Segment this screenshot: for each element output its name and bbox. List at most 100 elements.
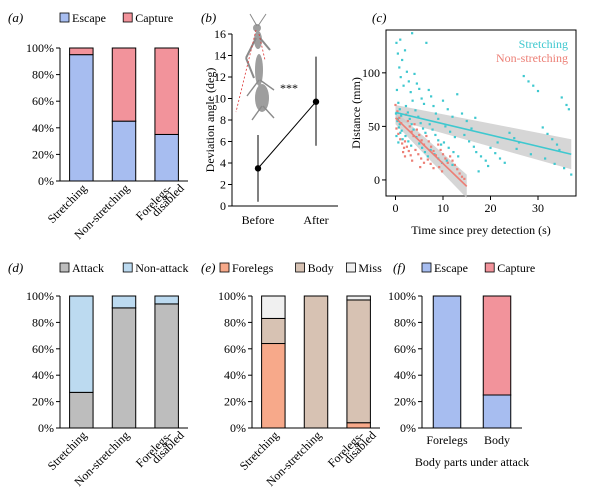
data-point-non-stretching (410, 130, 413, 133)
significance-annotation: *** (280, 81, 298, 95)
bar-miss (261, 295, 286, 319)
bar-body (261, 317, 286, 345)
y-tick-label: 0% (230, 421, 246, 435)
data-point-stretching (487, 164, 490, 168)
data-point-non-stretching (394, 103, 397, 107)
data-point-stretching (532, 84, 535, 87)
data-point-non-stretching (397, 132, 400, 135)
data-point-stretching (503, 161, 506, 164)
bar-body (303, 295, 329, 429)
bar-miss (346, 295, 371, 301)
y-axis-title: Distance (mm) (349, 77, 363, 149)
data-point-stretching (417, 115, 420, 118)
bar-escape (432, 295, 462, 429)
data-point-stretching (399, 131, 402, 134)
legend-label-non-stretching: Non-stretching (496, 51, 568, 65)
y-tick-label: 40% (32, 368, 54, 382)
data-point-stretching (453, 135, 456, 139)
data-point-stretching (431, 128, 434, 131)
data-point-non-stretching (414, 148, 417, 152)
x-axis-title: Body parts under attack (415, 455, 529, 469)
y-tick-label: 6 (220, 135, 226, 149)
data-point-stretching (412, 128, 415, 131)
data-point-stretching (410, 123, 413, 126)
y-tick-label: 80% (32, 315, 54, 329)
legend-label: Escape (72, 11, 106, 25)
data-point-stretching (423, 150, 427, 154)
data-point-stretching (565, 103, 568, 107)
x-tick-label: After (303, 213, 328, 227)
data-point-stretching (402, 84, 405, 87)
data-point-stretching (418, 142, 421, 145)
data-point-stretching (563, 167, 566, 170)
panel-f-escape-capture-chart: 0% 20% 40% 60% 80% 100% Forelegs Body Escape Capt… (388, 261, 535, 469)
data-point-non-stretching (463, 177, 466, 180)
bar-escape (111, 120, 137, 182)
data-point-stretching (536, 89, 540, 93)
y-tick-label: 0% (38, 421, 54, 435)
data-point-non-stretching (403, 155, 407, 158)
y-tick-label: 80% (32, 68, 54, 82)
data-point-stretching (489, 146, 492, 149)
data-point-stretching (522, 74, 525, 78)
y-tick-label: 100% (26, 41, 54, 55)
data-point-stretching (404, 104, 408, 108)
data-point-stretching (437, 117, 440, 120)
y-tick-label: 80% (224, 315, 246, 329)
bar-escape (482, 394, 512, 429)
data-point-non-stretching (405, 145, 408, 148)
data-point-stretching (513, 137, 516, 140)
data-point-non-stretching (398, 116, 401, 119)
data-point-stretching (401, 138, 404, 141)
legend-swatch (122, 12, 133, 23)
data-point-non-stretching (407, 149, 410, 153)
data-point-non-stretching (409, 154, 412, 157)
data-point-stretching (494, 152, 497, 155)
data-point-stretching (413, 72, 416, 76)
y-tick-label: 12 (214, 70, 226, 84)
data-point-stretching (496, 141, 499, 144)
bar-capture (111, 47, 137, 122)
data-point-non-stretching (413, 123, 416, 126)
legend-swatch (345, 262, 356, 273)
legend-swatch (484, 262, 495, 273)
y-axis-title: Deviation angle (deg) (203, 68, 217, 173)
data-point-stretching (426, 155, 429, 158)
data-point-non-stretching (432, 149, 435, 153)
x-tick-label: Body (484, 433, 510, 447)
data-point-stretching (415, 82, 418, 85)
y-tick-label: 0 (374, 173, 380, 187)
bar-capture (69, 47, 94, 56)
y-tick-label: 10 (214, 92, 226, 106)
data-point-stretching (515, 147, 518, 150)
x-axis-title: Time since prey detection (s) (411, 223, 551, 237)
data-point-non-stretching (417, 153, 420, 156)
data-point-non-stretching (453, 163, 456, 167)
x-tick-label: 20 (485, 201, 497, 215)
data-point-stretching (449, 130, 452, 133)
data-point-stretching (394, 112, 398, 115)
data-point-non-stretching (402, 146, 406, 149)
bar-attack (111, 307, 137, 429)
data-point-stretching (477, 170, 480, 173)
panel-label-e: (e) (201, 260, 215, 275)
data-point-non-stretching (446, 161, 449, 164)
data-point-stretching (425, 41, 428, 44)
confidence-band (395, 104, 572, 170)
bar-capture (154, 47, 179, 135)
panel-label-b: (b) (201, 10, 216, 25)
data-point-non-stretching (420, 139, 423, 142)
data-point-stretching (398, 66, 401, 69)
data-point-non-stretching (440, 170, 444, 173)
data-point-stretching (421, 127, 425, 130)
data-point-stretching (401, 58, 404, 62)
confidence-band (395, 111, 467, 199)
panel-e-body-part-chart: 0%20%40%60%80%100%StretchingNon-stretchi… (218, 261, 382, 489)
data-point-stretching (508, 131, 511, 134)
data-point-stretching (479, 155, 483, 158)
data-point-non-stretching (411, 159, 414, 162)
data-point-stretching (400, 129, 403, 132)
x-tick-label: 10 (437, 201, 449, 215)
data-point-stretching (414, 109, 417, 112)
data-point-non-stretching (396, 110, 399, 113)
